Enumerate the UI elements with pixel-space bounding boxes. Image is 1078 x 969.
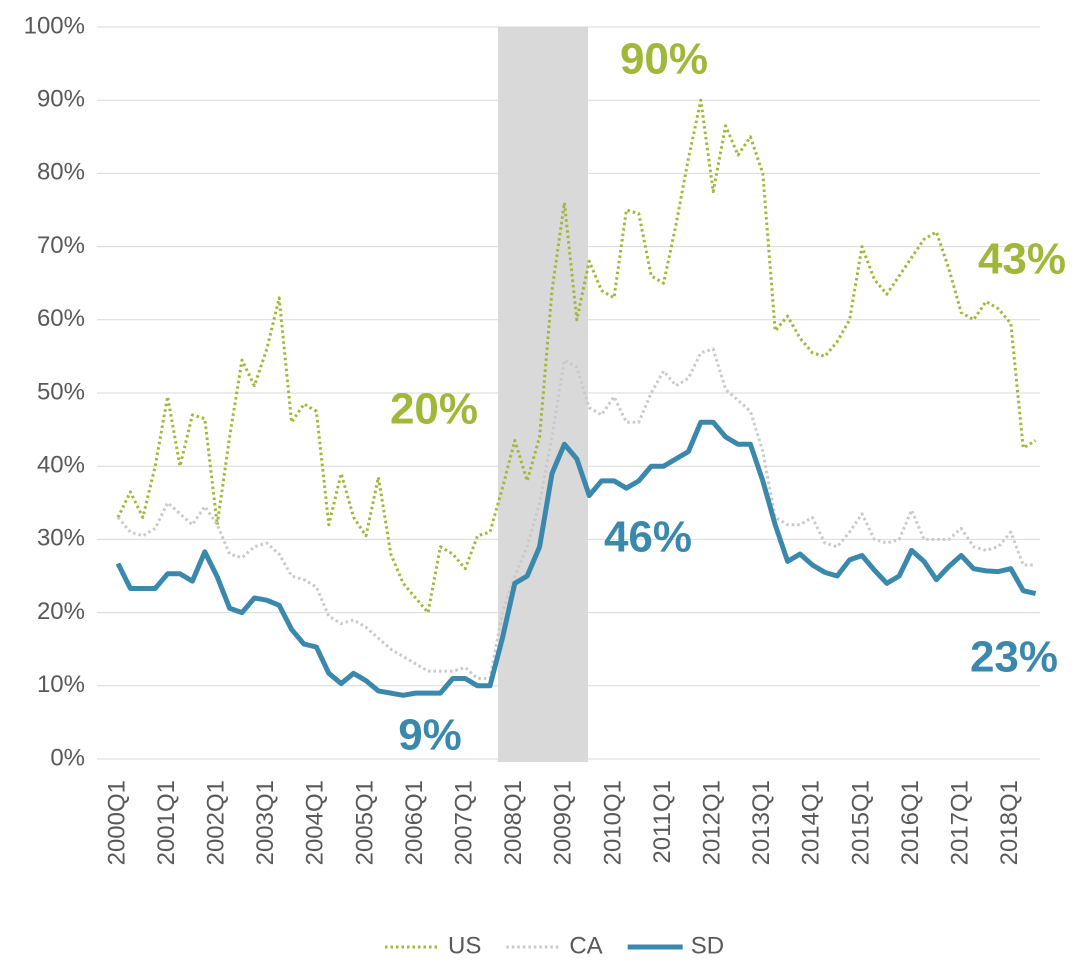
x-tick-label: 2017Q1 [947,780,974,865]
annotation: 9% [398,711,462,760]
y-tick-label: 100% [24,12,85,39]
x-tick-label: 2016Q1 [897,780,924,865]
y-tick-label: 70% [37,232,85,259]
y-tick-label: 50% [37,378,85,405]
x-tick-label: 2006Q1 [401,780,428,865]
series-line [116,98,1037,615]
x-tick-label: 2018Q1 [996,780,1023,865]
annotation: 46% [604,513,692,562]
x-tick-label: 2015Q1 [847,780,874,865]
x-tick-label: 2009Q1 [550,780,577,865]
x-tick-label: 2008Q1 [500,780,527,865]
x-tick-label: 2011Q1 [649,780,676,864]
legend-label: SD [691,932,724,959]
annotation: 20% [390,385,478,434]
x-tick-label: 2000Q1 [103,780,130,865]
recession-band [498,27,588,762]
annotation: 43% [978,235,1066,284]
annotation: 90% [620,35,708,84]
x-tick-label: 2007Q1 [451,780,478,865]
x-tick-label: 2005Q1 [351,780,378,865]
x-tick-label: 2003Q1 [252,780,279,865]
x-tick-label: 2014Q1 [798,780,825,865]
series-line [116,347,1036,680]
x-tick-label: 2001Q1 [153,780,180,865]
y-tick-label: 30% [37,525,85,552]
x-tick-label: 2010Q1 [599,780,626,865]
y-tick-label: 80% [37,159,85,186]
x-tick-label: 2013Q1 [748,780,775,865]
y-tick-label: 10% [37,671,85,698]
annotation: 23% [970,633,1058,682]
y-tick-label: 20% [37,598,85,625]
legend-label: CA [569,932,602,959]
y-tick-label: 60% [37,305,85,332]
x-tick-label: 2002Q1 [203,780,230,865]
y-tick-label: 0% [50,744,85,771]
y-tick-label: 90% [37,86,85,113]
x-tick-label: 2012Q1 [699,780,726,865]
legend-label: US [448,932,481,959]
y-tick-label: 40% [37,452,85,479]
x-tick-label: 2004Q1 [302,780,329,865]
series-line [115,419,1037,698]
